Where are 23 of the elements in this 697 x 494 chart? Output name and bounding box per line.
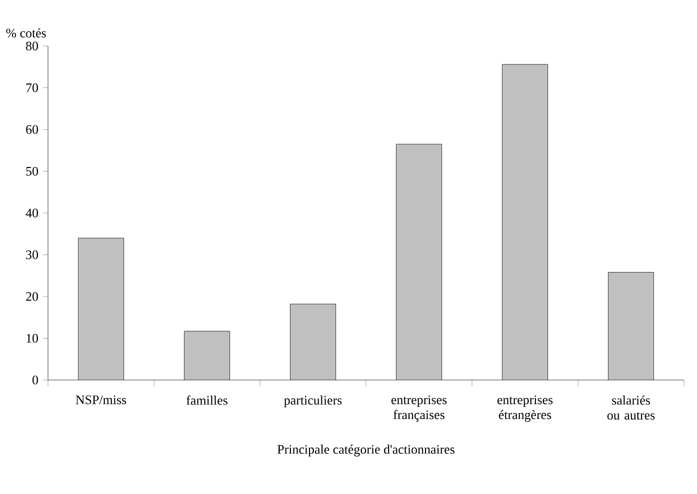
y-tick-label: 50 (26, 166, 38, 176)
y-axis-title: % cotés (6, 28, 46, 38)
x-tick-label: salariés ou autres (607, 396, 655, 420)
bar (184, 331, 230, 380)
bar (396, 144, 442, 380)
x-tick-label: familles (186, 396, 228, 405)
bar (502, 64, 548, 380)
x-tick-label: particuliers (284, 396, 342, 408)
x-tick-label: entreprises françaises (391, 396, 447, 422)
y-tick-label: 60 (26, 125, 38, 134)
bar (608, 272, 654, 380)
y-tick-label: 0 (32, 376, 38, 384)
y-tick-label: 30 (26, 250, 38, 260)
bar (290, 304, 336, 380)
bar (78, 238, 124, 380)
y-tick-label: 20 (26, 292, 38, 301)
y-tick-label: 40 (26, 208, 38, 218)
x-tick-label: NSP/miss (76, 396, 126, 404)
x-axis-title: Principale catégorie d'actionnaires (277, 444, 454, 456)
y-tick-label: 80 (26, 42, 38, 50)
x-tick-label: entreprises étrangères (497, 396, 553, 422)
y-tick-label: 70 (26, 83, 38, 92)
y-tick-label: 10 (26, 334, 38, 343)
